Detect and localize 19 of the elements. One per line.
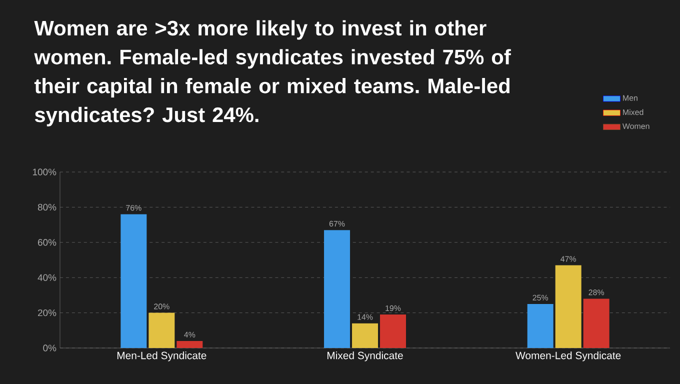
bar <box>148 312 175 348</box>
bar <box>324 230 350 348</box>
bar <box>527 304 554 348</box>
y-tick-label: 80% <box>38 204 56 211</box>
bar <box>583 298 610 348</box>
y-tick-label: 20% <box>38 309 56 316</box>
y-tick-label: 100% <box>32 168 56 176</box>
bar <box>120 214 147 348</box>
bar <box>352 323 378 348</box>
bar <box>380 314 406 348</box>
chart-title: Women are >3x more likely to invest in other women. Female-led syndicates invested 75% of their capital in female or mixed teams. Male-led syndicates? Just 24%. <box>34 20 511 126</box>
bar <box>176 340 203 348</box>
x-tick-label: Women-Led Syndicate <box>516 352 621 362</box>
x-tick-label: Men-Led Syndicate <box>117 352 206 362</box>
bar <box>555 265 582 348</box>
y-tick-label: 0% <box>43 344 56 352</box>
y-tick-label: 40% <box>38 274 56 281</box>
x-tick-label: Mixed Syndicate <box>327 352 403 362</box>
y-tick-label: 60% <box>38 239 56 246</box>
